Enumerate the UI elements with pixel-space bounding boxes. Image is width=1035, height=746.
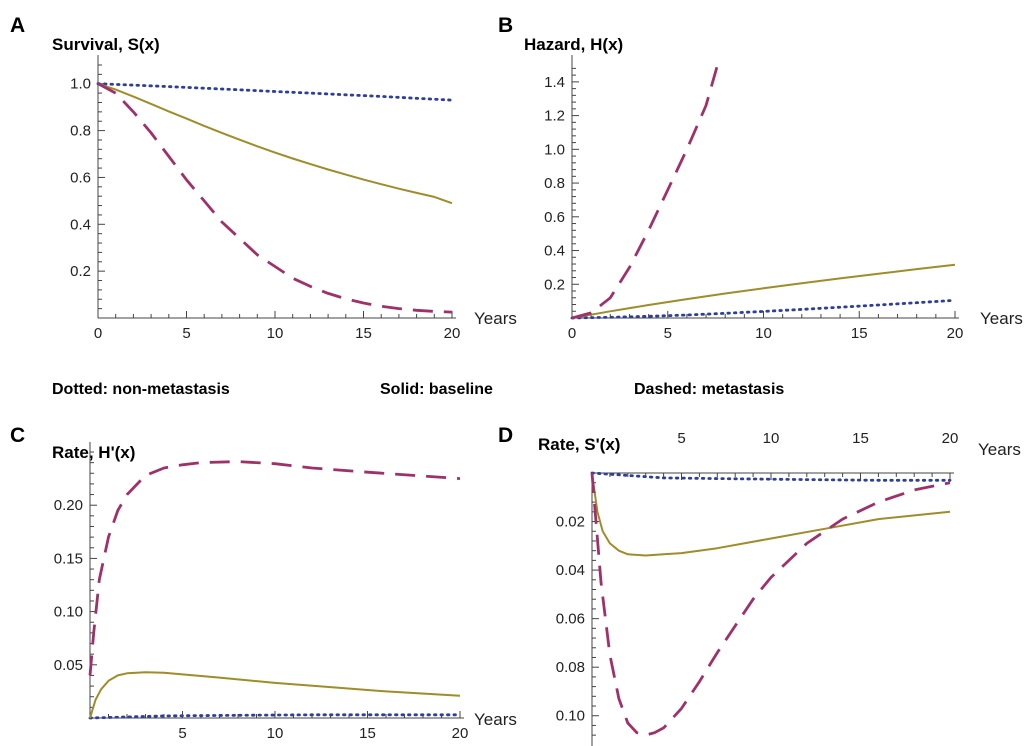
panel-letter-d: D (498, 424, 513, 447)
panel-a-y-tick-label: 0.8 (70, 123, 91, 140)
panel-b-y-tick-label: 1.0 (544, 141, 565, 158)
panel-d-y-tick-label: 0.02 (556, 514, 585, 531)
panel-a-x-tick-label: 5 (182, 325, 190, 342)
panel-d-y-tick-label: 0.04 (556, 562, 585, 579)
panel-d-x-tick-label: 15 (852, 430, 869, 447)
panel-b-series-baseline (571, 263, 956, 319)
panel-b-x-tick-label: 5 (664, 325, 672, 342)
panel-b-series-non-metastasis (570, 298, 957, 320)
panel-d-x-tick-label: 20 (942, 430, 959, 447)
panel-d-x-tick-label: 5 (677, 430, 685, 447)
panel-a-y-tick-label: 0.2 (70, 263, 91, 280)
legend-dashed-label: Dashed: metastasis (634, 381, 784, 398)
panel-b-plot: 0 5 10 15 20 Years 0.2 0.4 0.6 0.8 1.0 1.2 1.4 (544, 55, 1023, 342)
panel-b-y-tick-label: 0.8 (544, 175, 565, 192)
panel-a-y-tick-label: 0.6 (70, 169, 91, 186)
panel-letter-c: C (10, 424, 25, 447)
panel-d-series-non-metastasis (590, 471, 952, 482)
panel-c-x-tick-label: 10 (267, 725, 284, 742)
panel-b-y-tick-label: 0.4 (544, 243, 565, 260)
panel-a-x-tick-label: 15 (355, 325, 372, 342)
panel-a-y-tick-label: 0.4 (70, 216, 91, 233)
panel-letter-b: B (498, 14, 513, 37)
legend-dotted-label: Dotted: non-metastasis (52, 381, 230, 398)
panel-a-title: Survival, S(x) (52, 35, 160, 54)
panel-c-y-tick-label: 0.10 (54, 604, 83, 621)
panel-a-series-baseline (97, 82, 453, 205)
panel-b-y-tick-label: 0.2 (544, 276, 565, 293)
panel-a-y-tick-label: 1.0 (70, 76, 91, 93)
panel-b-y-tick-label: 1.4 (544, 74, 565, 91)
panel-a-series-non-metastasis (96, 82, 454, 102)
panel-a-x-tick-label: 10 (267, 325, 284, 342)
panel-c-x-axis-label: Years (474, 710, 517, 729)
panel-d-plot: 5 10 15 20 Years 0.02 0.04 0.06 0.08 0.10 (556, 430, 1021, 746)
panel-b-title: Hazard, H(x) (524, 35, 623, 54)
panel-d-y-tick-label: 0.06 (556, 611, 585, 628)
panel-b-x-axis-label: Years (980, 309, 1023, 328)
panel-c-y-tick-label: 0.05 (54, 657, 83, 674)
panel-c-series-non-metastasis (88, 713, 462, 720)
panel-b-x-tick-label: 0 (568, 325, 576, 342)
panel-b-x-tick-label: 20 (947, 325, 964, 342)
panel-d-x-axis-label: Years (978, 440, 1021, 459)
panel-d-y-tick-label: 0.08 (556, 659, 585, 676)
panel-c-y-tick-label: 0.15 (54, 550, 83, 567)
panel-letter-a: A (10, 14, 25, 37)
panel-c-series-baseline (89, 671, 461, 719)
panel-d-x-tick-label: 10 (763, 430, 780, 447)
panel-c-x-tick-label: 15 (359, 725, 376, 742)
panel-a-x-tick-label: 20 (444, 325, 461, 342)
panel-a-series-metastasis (97, 82, 453, 314)
panel-d-y-tick-label: 0.10 (556, 708, 585, 725)
panel-a-x-axis-label: Years (474, 309, 517, 328)
panel-d-title: Rate, S'(x) (538, 435, 620, 454)
panel-d-series-baseline (591, 472, 951, 557)
panel-c-x-tick-label: 5 (178, 725, 186, 742)
panel-c-y-tick-label: 0.20 (54, 497, 83, 514)
panel-b-x-tick-label: 10 (755, 325, 772, 342)
legend-solid-label: Solid: baseline (380, 381, 493, 398)
panel-b-y-tick-label: 1.2 (544, 108, 565, 125)
panel-a-plot: 0 5 10 15 20 Years 0.2 0.4 0.6 0.8 1.0 (70, 55, 517, 342)
panel-c-series-metastasis (88, 460, 461, 676)
panel-b-series-metastasis (571, 64, 719, 320)
panel-c-x-tick-label: 20 (452, 725, 469, 742)
panel-a-x-tick-label: 0 (94, 325, 102, 342)
panel-c-plot: 5 10 15 20 Years 0.05 0.10 0.15 0.20 (54, 442, 517, 742)
panel-d-series-metastasis (590, 472, 951, 737)
panel-b-y-tick-label: 0.6 (544, 209, 565, 226)
panel-b-x-tick-label: 15 (851, 325, 868, 342)
